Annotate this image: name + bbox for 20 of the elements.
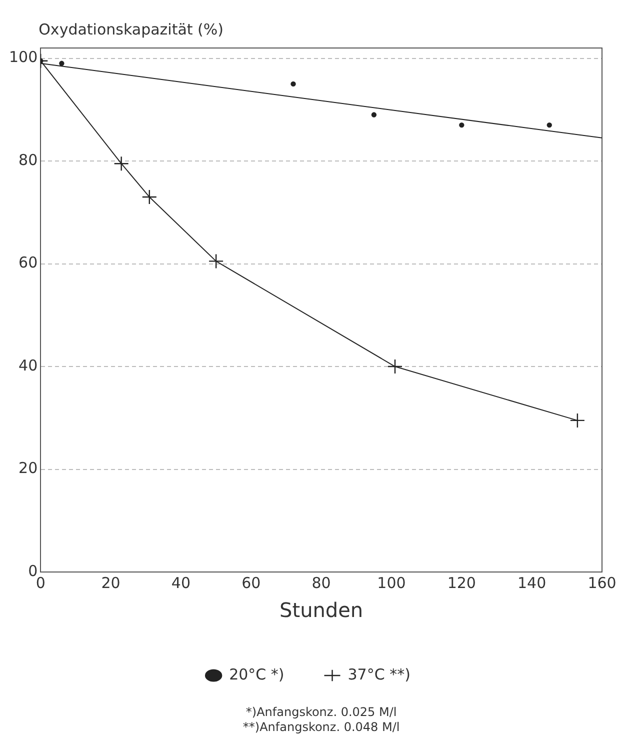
- x-tick-label: 40: [171, 574, 191, 592]
- legend-label: 37°C **): [348, 665, 410, 684]
- y-tick-label: 20: [18, 459, 38, 478]
- x-axis-title: Stunden: [280, 598, 364, 622]
- x-tick-label: 60: [242, 574, 261, 592]
- y-tick-label: 80: [18, 150, 38, 169]
- y-axis-title: Oxydationskapazität (%): [38, 20, 224, 38]
- x-tick-label: 80: [312, 574, 331, 592]
- x-tick-label: 20: [101, 574, 120, 592]
- y-tick-label: 0: [28, 562, 38, 580]
- x-tick-label: 160: [588, 574, 616, 592]
- text: *)Anfangskonz. 0.025 M/l: [246, 705, 397, 719]
- y-tick-label: 40: [18, 356, 38, 374]
- y-tick-label: 60: [18, 254, 38, 272]
- text: **)Anfangskonz. 0.048 M/l: [242, 720, 400, 734]
- x-tick-label: 140: [518, 574, 546, 592]
- legend-label: 20°C *): [229, 665, 284, 684]
- x-tick-label: 100: [377, 574, 406, 592]
- x-tick-label: 120: [447, 574, 476, 592]
- y-tick-label: 100: [8, 48, 38, 66]
